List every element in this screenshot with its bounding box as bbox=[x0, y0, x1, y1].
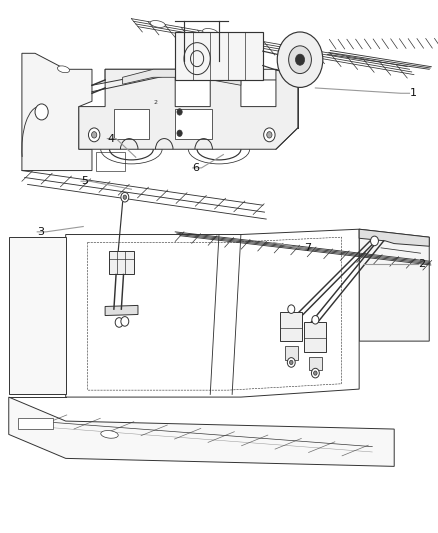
Circle shape bbox=[290, 360, 293, 365]
Circle shape bbox=[121, 192, 129, 202]
Bar bbox=[175, 32, 263, 80]
Bar bbox=[110, 251, 134, 274]
Ellipse shape bbox=[101, 431, 118, 438]
Circle shape bbox=[311, 368, 319, 378]
Polygon shape bbox=[9, 237, 66, 394]
Polygon shape bbox=[66, 229, 359, 397]
Polygon shape bbox=[22, 53, 92, 171]
Circle shape bbox=[177, 130, 182, 136]
Bar bbox=[285, 346, 298, 360]
Text: 1: 1 bbox=[410, 88, 417, 98]
Polygon shape bbox=[123, 69, 241, 85]
Circle shape bbox=[35, 104, 48, 120]
Polygon shape bbox=[79, 69, 298, 149]
Text: 3: 3 bbox=[37, 227, 44, 237]
Polygon shape bbox=[88, 237, 342, 390]
Bar bbox=[309, 357, 322, 370]
Circle shape bbox=[264, 128, 275, 142]
Text: 6: 6 bbox=[193, 163, 200, 173]
Circle shape bbox=[121, 317, 129, 326]
Polygon shape bbox=[105, 69, 298, 80]
Circle shape bbox=[296, 54, 304, 65]
Circle shape bbox=[371, 236, 378, 246]
Circle shape bbox=[312, 316, 319, 324]
Circle shape bbox=[288, 305, 295, 313]
Circle shape bbox=[287, 358, 295, 367]
Ellipse shape bbox=[150, 21, 165, 27]
Ellipse shape bbox=[57, 66, 70, 72]
Text: 2: 2 bbox=[418, 259, 425, 269]
Text: 4: 4 bbox=[107, 134, 114, 143]
Polygon shape bbox=[359, 229, 429, 246]
Circle shape bbox=[115, 318, 123, 327]
Text: 7: 7 bbox=[304, 243, 311, 253]
Polygon shape bbox=[359, 229, 429, 341]
Polygon shape bbox=[9, 397, 394, 466]
Bar bbox=[96, 152, 125, 171]
Bar bbox=[114, 109, 149, 139]
Text: 2: 2 bbox=[153, 100, 158, 105]
Circle shape bbox=[177, 109, 182, 115]
Bar bbox=[280, 312, 302, 341]
Circle shape bbox=[267, 132, 272, 138]
Bar bbox=[304, 322, 326, 352]
Circle shape bbox=[314, 371, 317, 375]
Circle shape bbox=[277, 32, 323, 87]
Ellipse shape bbox=[203, 29, 218, 35]
Circle shape bbox=[123, 195, 127, 199]
Text: 5: 5 bbox=[81, 176, 88, 186]
Circle shape bbox=[92, 132, 97, 138]
Bar bbox=[18, 418, 53, 429]
Circle shape bbox=[289, 46, 311, 74]
Bar bbox=[175, 109, 212, 139]
Polygon shape bbox=[105, 305, 138, 316]
Circle shape bbox=[88, 128, 100, 142]
